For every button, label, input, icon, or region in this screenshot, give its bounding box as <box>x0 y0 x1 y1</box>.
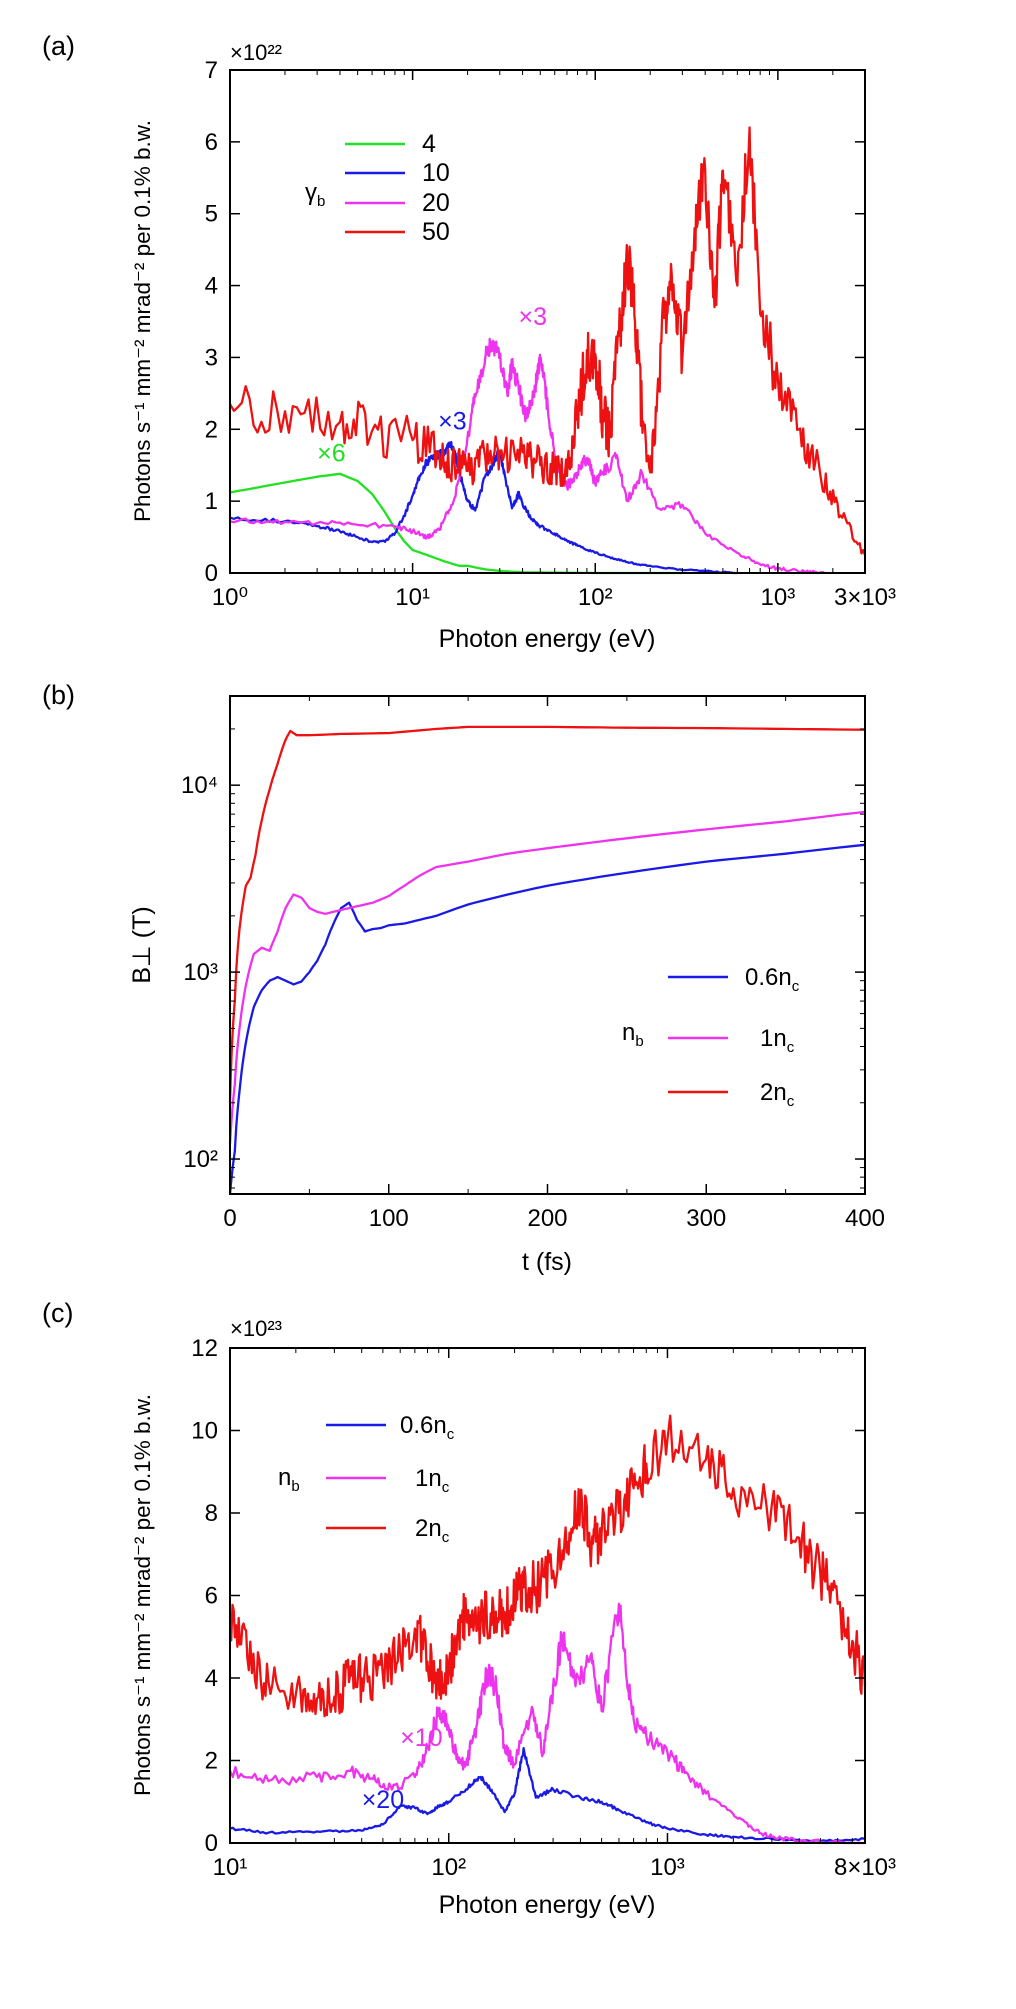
series-line-b-1nc <box>228 810 866 1145</box>
legend-title-sub: b <box>291 1478 299 1495</box>
annotation--6: ×6 <box>317 440 346 468</box>
y-tick-label: 2 <box>205 416 218 443</box>
panel-c-ticks <box>229 1347 866 1844</box>
panel-a-ylabel: Photons s⁻¹ mm⁻² mrad⁻² per 0.1% b.w. <box>130 120 155 522</box>
panel-b-xlabel: t (fs) <box>522 1248 572 1276</box>
y-tick-label: 1 <box>205 488 218 515</box>
x-tick-label: 10⁰ <box>212 584 248 611</box>
legend-label-gamma-50: 50 <box>422 218 450 246</box>
x-tick-label: 10³ <box>761 584 796 611</box>
legend-label-b-2nc: 2nc <box>760 1079 795 1110</box>
panel-a-annotations: ×6 ×3 ×3 <box>317 303 547 468</box>
y-tick-label: 10 <box>191 1418 218 1445</box>
legend-label-gamma-10: 10 <box>422 159 450 187</box>
x-tick-label: 10² <box>578 584 613 611</box>
panel-c-ticklabels: 10¹ 10² 10³ 8×10³ 0 2 4 6 8 10 12 <box>191 1335 896 1881</box>
legend-label-b-0.6nc: 0.6nc <box>745 964 800 995</box>
y-tick-label: 12 <box>191 1335 218 1362</box>
y-tick-label: 0 <box>205 560 218 587</box>
panel-a: (a) ×10²² 10⁰ 10¹ 10² 10³ 3×10³ 0 1 2 3 4 5 6 7 Phot… <box>42 31 896 653</box>
panel-a-ticklabels: 10⁰ 10¹ 10² 10³ 3×10³ 0 1 2 3 4 5 6 7 <box>205 57 896 611</box>
annotation--3: ×3 <box>519 303 548 331</box>
panel-b-ticks <box>229 696 866 1194</box>
y-tick-label: 2 <box>205 1748 218 1775</box>
legend-title-sub: b <box>635 1033 643 1050</box>
panel-c-label: (c) <box>42 1298 73 1328</box>
x-tick-label: 0 <box>223 1205 236 1232</box>
panel-b-ticklabels: 0 100 200 300 400 10² 10³ 10⁴ <box>181 772 885 1232</box>
series-line-b-0.6nc <box>228 843 866 1195</box>
panel-a-ticks <box>229 69 866 574</box>
x-tick-label: 10¹ <box>213 1854 248 1881</box>
legend-title-sub: b <box>317 193 325 210</box>
x-tick-label: 10¹ <box>395 584 430 611</box>
panel-c-annotations: ×10 ×20 <box>362 1724 443 1814</box>
y-tick-label: 10⁴ <box>181 772 218 799</box>
y-tick-label: 3 <box>205 344 218 371</box>
x-tick-label: 10³ <box>650 1854 685 1881</box>
y-tick-label: 6 <box>205 1583 218 1610</box>
x-tick-label: 10² <box>431 1854 466 1881</box>
panel-c-multiplier: ×10²³ <box>230 1316 282 1341</box>
panel-c-lines <box>228 1414 867 1845</box>
series-line-a-50 <box>229 126 867 556</box>
y-tick-label: 10² <box>183 1146 218 1173</box>
y-tick-label: 0 <box>205 1830 218 1857</box>
series-line-c-1nc <box>228 1602 865 1845</box>
panel-c: (c) ×10²³ 10¹ 10² 10³ 8×10³ 0 2 4 6 8 10 12 Photon… <box>42 1298 896 1919</box>
panel-a-legend: γb 4 10 20 50 <box>305 130 450 246</box>
x-tick-label: 3×10³ <box>834 584 896 611</box>
series-line-a-20 <box>229 337 826 575</box>
x-tick-label: 300 <box>686 1205 726 1232</box>
legend-label-c-0.6nc: 0.6nc <box>400 1412 455 1443</box>
annotation--20: ×20 <box>362 1786 404 1814</box>
panel-a-label: (a) <box>42 31 75 61</box>
panel-c-ylabel: Photons s⁻¹ mm⁻² mrad⁻² per 0.1% b.w. <box>130 1394 155 1796</box>
y-tick-label: 5 <box>205 201 218 228</box>
y-tick-label: 10³ <box>183 959 218 986</box>
panel-a-multiplier: ×10²² <box>230 40 282 65</box>
y-tick-label: 6 <box>205 129 218 156</box>
y-tick-label: 7 <box>205 57 218 84</box>
annotation--3: ×3 <box>438 407 467 435</box>
legend-label-c-2nc: 2nc <box>415 1515 450 1546</box>
series-line-a-10 <box>229 440 738 575</box>
x-tick-label: 100 <box>369 1205 409 1232</box>
x-tick-label: 200 <box>527 1205 567 1232</box>
legend-label-b-1nc: 1nc <box>760 1025 795 1056</box>
legend-label-c-1nc: 1nc <box>415 1465 450 1496</box>
panel-c-xlabel: Photon energy (eV) <box>439 1891 656 1919</box>
x-tick-label: 400 <box>845 1205 885 1232</box>
y-tick-label: 4 <box>205 1665 218 1692</box>
legend-label-gamma-4: 4 <box>422 130 436 158</box>
panel-b-ylabel: B⊥ (T) <box>128 906 156 983</box>
panel-a-xlabel: Photon energy (eV) <box>439 625 656 653</box>
panel-b-label: (b) <box>42 680 75 710</box>
series-line-c-0.6nc <box>229 1746 866 1843</box>
legend-label-gamma-20: 20 <box>422 189 450 217</box>
series-line-c-2nc <box>228 1414 867 1718</box>
series-line-b-2nc <box>228 725 866 1103</box>
panel-b-lines <box>228 725 866 1195</box>
x-tick-label: 8×10³ <box>834 1854 896 1881</box>
y-tick-label: 8 <box>205 1500 218 1527</box>
y-tick-label: 4 <box>205 273 218 300</box>
panel-a-frame <box>229 69 866 574</box>
annotation--10: ×10 <box>400 1724 442 1752</box>
